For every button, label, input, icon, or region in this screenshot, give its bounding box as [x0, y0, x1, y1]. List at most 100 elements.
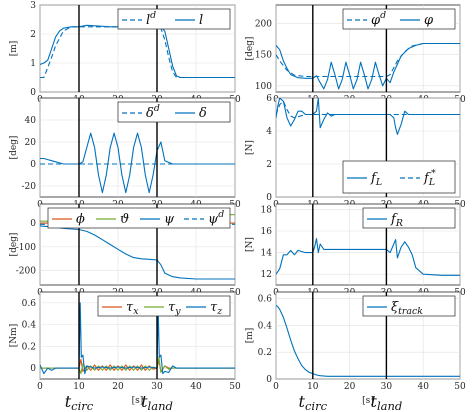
x-tick-label: 10 — [73, 382, 85, 392]
y-tick-label: 0.6 — [22, 299, 37, 309]
y-axis-label: [deg] — [9, 136, 19, 160]
y-tick-label: 16 — [261, 227, 273, 237]
y-axis-label: [N] — [245, 237, 255, 252]
legend: fR — [362, 207, 456, 229]
y-tick-label: 0 — [30, 364, 36, 374]
y-tick-label: 0 — [30, 219, 36, 229]
x-axis-label: [s] — [132, 396, 144, 406]
series-line-1 — [276, 100, 460, 119]
y-tick-label: 40 — [25, 116, 37, 126]
y-tick-label: 4 — [266, 127, 272, 137]
y-tick-label: 0 — [30, 160, 36, 170]
y-tick-label: -20 — [22, 182, 37, 192]
x-tick-label: 50 — [454, 382, 466, 392]
x-axis-label: [s] — [362, 396, 374, 406]
y-tick-label: 18 — [261, 205, 273, 215]
y-tick-label: 200 — [255, 20, 272, 30]
y-axis-label: [m] — [9, 41, 19, 57]
y-tick-label: 0.2 — [22, 342, 36, 352]
x-tick-label: 0 — [273, 382, 279, 392]
legend-label: φ — [424, 13, 434, 28]
legend: ξtrack — [362, 295, 456, 317]
legend-box — [342, 160, 456, 194]
y-tick-label: -200 — [16, 267, 36, 277]
y-tick-label: 0 — [266, 193, 272, 203]
y-tick-label: 100 — [255, 82, 272, 92]
series-group — [40, 132, 235, 194]
legend-box — [47, 207, 231, 229]
x-tick-label: 40 — [190, 382, 202, 392]
legend: ϕ ϑ ψ ψd — [47, 207, 231, 229]
y-axis-label: [N] — [245, 140, 255, 155]
series-line-0 — [276, 304, 460, 377]
y-tick-label: 2 — [266, 160, 272, 170]
legend: fL fL* — [342, 160, 456, 194]
legend-label: τx — [126, 300, 139, 317]
panel-heading: 01020304050100150200[deg]φdφ — [245, 4, 466, 105]
legend-label: ld — [146, 10, 156, 28]
y-tick-label: 0 — [30, 88, 36, 98]
series-line-1 — [276, 42, 460, 90]
legend-label: ϑ — [120, 212, 129, 227]
panel-torques: 0 10 20 30 40 50 0 0.2 0.4 0.6 [Nm] τx τy τz [s] tcirc t… — [9, 291, 241, 412]
legend-label: l — [199, 13, 203, 28]
event-marker-label: tland — [371, 392, 403, 412]
legend-label: ψd — [208, 209, 224, 227]
y-tick-label: -100 — [16, 243, 36, 253]
y-axis-label: [m] — [245, 328, 255, 344]
legend: δd δ — [117, 101, 231, 123]
legend-box — [117, 101, 231, 123]
legend: φd φ — [342, 8, 456, 30]
series-line-1 — [40, 132, 235, 194]
y-tick-label: 0.4 — [258, 321, 273, 331]
y-tick-label: 12 — [261, 270, 272, 280]
legend-box — [362, 207, 456, 229]
series-line-0 — [276, 238, 460, 276]
series-line-2 — [40, 302, 235, 375]
series-line-2 — [40, 225, 235, 280]
event-marker-label: tland — [141, 392, 173, 412]
y-axis-label: [deg] — [9, 233, 19, 257]
y-tick-label: 6 — [266, 94, 272, 104]
series-group — [40, 302, 235, 375]
x-tick-label: 30 — [381, 382, 393, 392]
y-axis-label: [deg] — [245, 37, 255, 61]
series-group — [276, 238, 460, 276]
legend-box — [97, 295, 231, 317]
panel-tracking-error: 0 10 20 30 40 50 0 0.2 0.4 0.6 [m] ξtrack [s] tcirc tl… — [245, 291, 466, 412]
legend-box — [117, 8, 231, 30]
x-tick-label: 50 — [229, 382, 241, 392]
y-tick-label: 0.4 — [22, 321, 37, 331]
series-line-0 — [276, 98, 460, 135]
legend-label: δd — [146, 103, 160, 121]
legend-label: fL* — [423, 168, 436, 188]
x-tick-label: 30 — [151, 382, 163, 392]
event-marker-label: tcirc — [299, 392, 328, 412]
panel-length: 010203040500123[m]ldl — [9, 1, 241, 105]
legend-label: ψ — [164, 212, 175, 227]
y-tick-label: 1 — [30, 59, 36, 69]
legend-label: fR — [390, 212, 403, 229]
legend-label: ϕ — [76, 212, 85, 227]
legend-label: τy — [168, 300, 181, 317]
series-group — [276, 304, 460, 377]
legend-label: δ — [199, 106, 207, 121]
legend: τx τy τz — [97, 295, 231, 317]
y-tick-label: 2 — [30, 30, 36, 40]
y-tick-label: 150 — [255, 51, 272, 61]
event-marker-label: tcirc — [65, 392, 94, 412]
x-tick-label: 10 — [307, 382, 319, 392]
panel-force-right: 0102030405012141618[N]fR — [245, 203, 466, 298]
x-tick-label: 40 — [417, 382, 429, 392]
y-tick-label: 0 — [266, 375, 272, 385]
legend-label: fL — [370, 171, 382, 188]
y-tick-label: 3 — [30, 1, 36, 11]
legend-label: τz — [210, 300, 222, 317]
legend-label: φd — [371, 10, 386, 28]
series-line-1 — [40, 24, 235, 79]
y-axis-label: [Nm] — [9, 324, 19, 347]
legend-label: ξtrack — [391, 300, 423, 317]
